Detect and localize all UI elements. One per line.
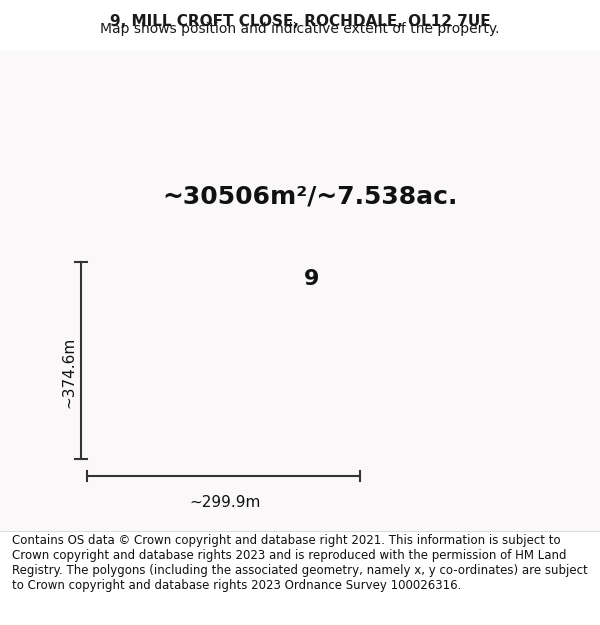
Text: ~299.9m: ~299.9m — [190, 495, 260, 510]
Text: Contains OS data © Crown copyright and database right 2021. This information is : Contains OS data © Crown copyright and d… — [12, 534, 588, 592]
Text: ~30506m²/~7.538ac.: ~30506m²/~7.538ac. — [162, 185, 457, 209]
Text: 9: 9 — [304, 269, 320, 289]
Text: 9, MILL CROFT CLOSE, ROCHDALE, OL12 7UE: 9, MILL CROFT CLOSE, ROCHDALE, OL12 7UE — [110, 14, 490, 29]
Text: Map shows position and indicative extent of the property.: Map shows position and indicative extent… — [100, 22, 500, 36]
Text: ~374.6m: ~374.6m — [62, 337, 77, 408]
